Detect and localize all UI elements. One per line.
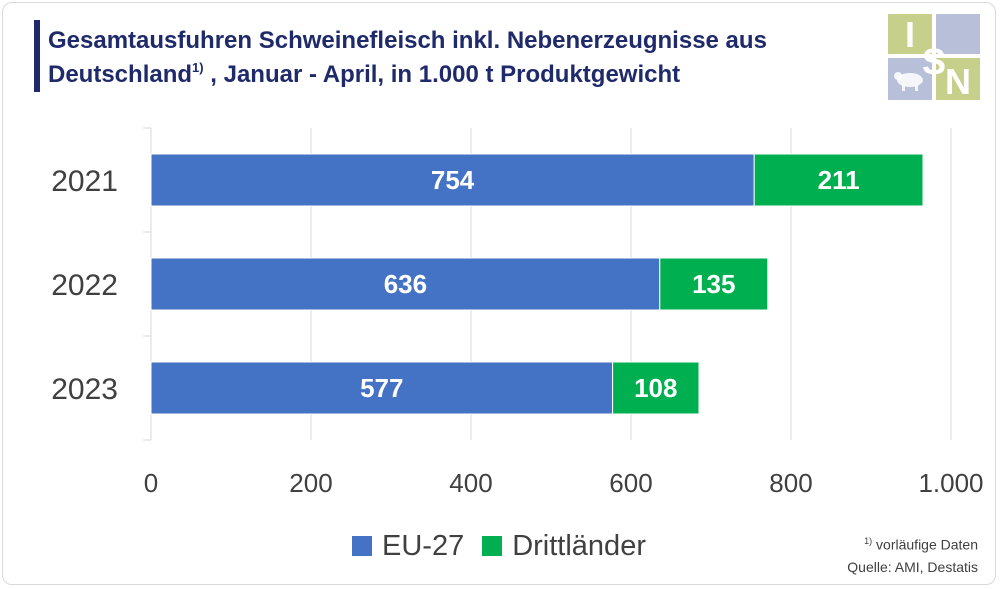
legend-item-eu: EU-27 [352,530,464,563]
category-label: 2022 [51,269,118,302]
data-label: 636 [384,269,427,299]
legend-swatch-third [482,536,503,556]
data-label: 211 [818,165,860,195]
bar-segment-eu [150,361,614,415]
data-label: 135 [692,269,735,299]
bar-segment-eu [150,153,755,207]
category-label: 2023 [51,373,118,406]
data-label: 108 [634,373,677,403]
bar-segment-eu [150,257,661,311]
bar-segment-third [612,361,700,415]
footnote-note: 1) vorläufige Daten [864,536,978,553]
bar-segment-third [753,153,924,207]
data-label: 754 [431,165,475,195]
data-label: 577 [360,373,403,403]
legend-label-eu: EU-27 [382,529,465,562]
isn-logo: I S N [888,14,980,100]
pig-icon [894,72,923,91]
logo-letter-s: S [922,41,946,82]
chart-title: Gesamtausfuhren Schweinefleisch inkl. Ne… [48,24,868,92]
footnote-source: Quelle: AMI, Destatis [847,558,978,575]
title-line-2: Deutschland1) , Januar - April, in 1.000… [48,60,681,88]
x-tick-label: 1.000 [918,468,983,498]
x-tick-label: 800 [769,468,812,498]
legend-label-third: Drittländer [512,529,646,562]
legend: EU-27 Drittländer [352,528,646,564]
legend-item-third: Drittländer [482,530,646,563]
bars [150,153,924,415]
logo-letter-i: I [905,14,915,55]
x-tick-label: 0 [144,468,158,498]
x-tick-label: 600 [609,468,652,498]
x-tick-label: 400 [449,468,492,498]
title-accent-bar [34,20,40,92]
title-line-1: Gesamtausfuhren Schweinefleisch inkl. Ne… [48,27,767,54]
category-label: 2021 [51,165,118,198]
logo-letter-n: N [945,61,971,100]
labels: 2021 754 211 2022 636 135 2023 577 108 [51,165,859,406]
footnote: 1) vorläufige Daten Quelle: AMI, Destati… [847,530,978,578]
axis-ticks: 0 200 400 600 800 1.000 [143,127,984,498]
bar-segment-third [659,257,769,311]
legend-swatch-eu [352,536,372,556]
x-tick-label: 200 [289,468,332,498]
